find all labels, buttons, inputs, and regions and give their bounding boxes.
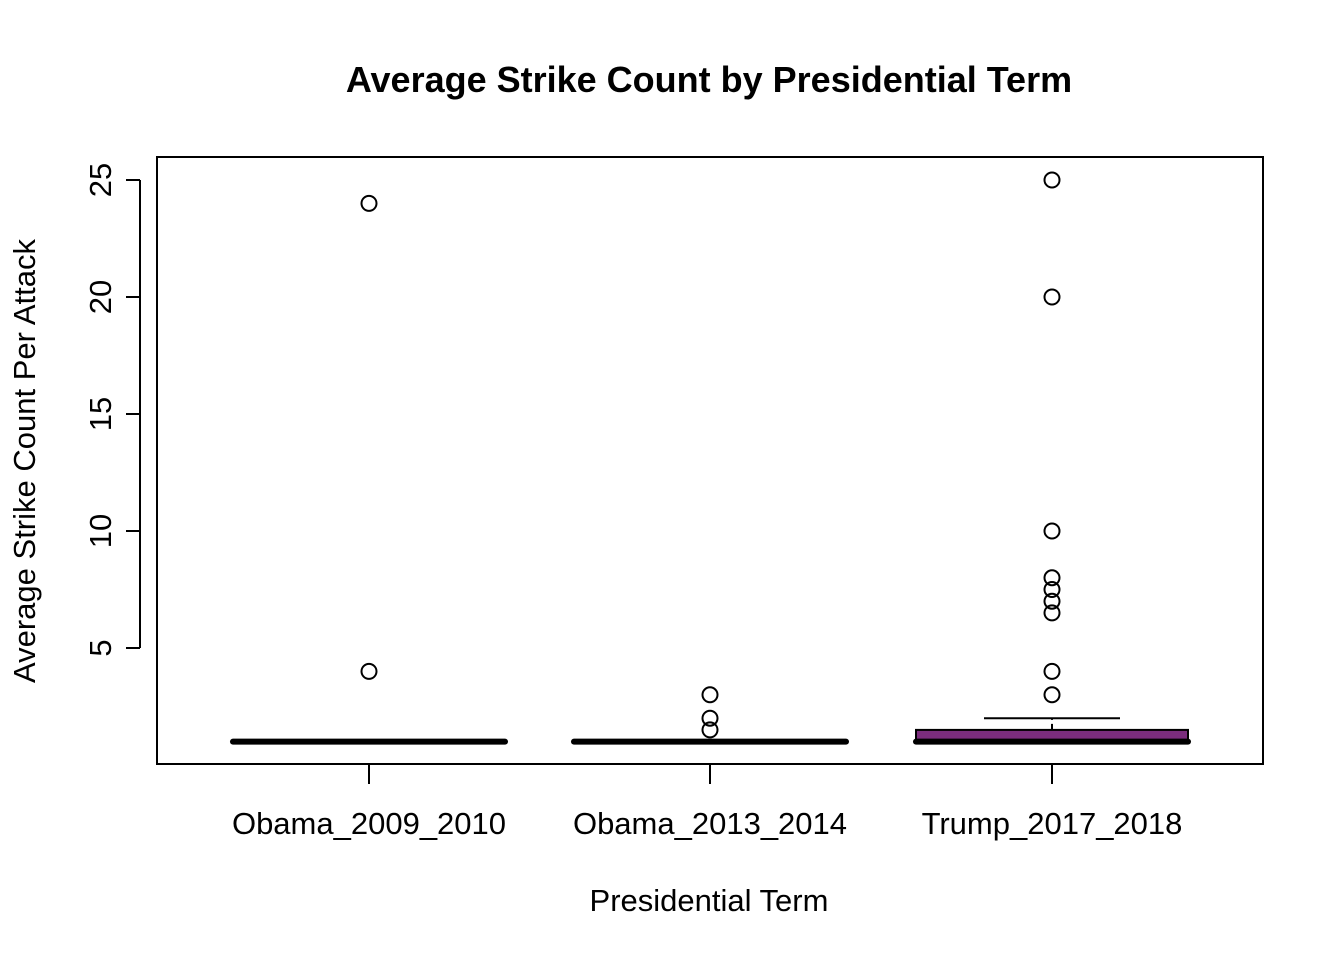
y-tick-label: 10 [83, 514, 118, 548]
outlier-point [701, 721, 719, 739]
y-tick-label: 25 [83, 163, 118, 197]
outlier-point [360, 194, 378, 212]
y-tick-label: 20 [83, 280, 118, 314]
outlier-point [1043, 686, 1061, 704]
chart-title: Average Strike Count by Presidential Ter… [346, 59, 1072, 100]
plot-frame [156, 156, 1264, 765]
y-axis-label: Average Strike Count Per Attack [7, 239, 42, 683]
x-axis-label: Presidential Term [590, 883, 829, 918]
outlier-point [1043, 171, 1061, 189]
outlier-point [1043, 662, 1061, 680]
outlier-point [1043, 604, 1061, 622]
outlier-point [1043, 288, 1061, 306]
outlier-point [701, 686, 719, 704]
y-axis: 5 10 15 20 25 [83, 163, 141, 657]
outlier-point [1043, 592, 1061, 610]
outlier-point [701, 709, 719, 727]
x-axis: Obama_2009_2010 Obama_2013_2014 Trump_2017… [232, 764, 1182, 841]
x-tick-label: Obama_2013_2014 [573, 806, 847, 841]
box-group [230, 194, 508, 745]
outlier-point [1043, 581, 1061, 598]
x-tick-label: Trump_2017_2018 [922, 806, 1183, 841]
x-tick-label: Obama_2009_2010 [232, 806, 506, 841]
y-tick-label: 5 [83, 639, 118, 656]
boxes [230, 171, 1191, 745]
outlier-point [1043, 569, 1061, 587]
box-group [913, 171, 1191, 745]
y-tick-label: 15 [83, 397, 118, 431]
outlier-point [360, 662, 378, 680]
box-group [571, 686, 849, 745]
outlier-point [1043, 522, 1061, 540]
